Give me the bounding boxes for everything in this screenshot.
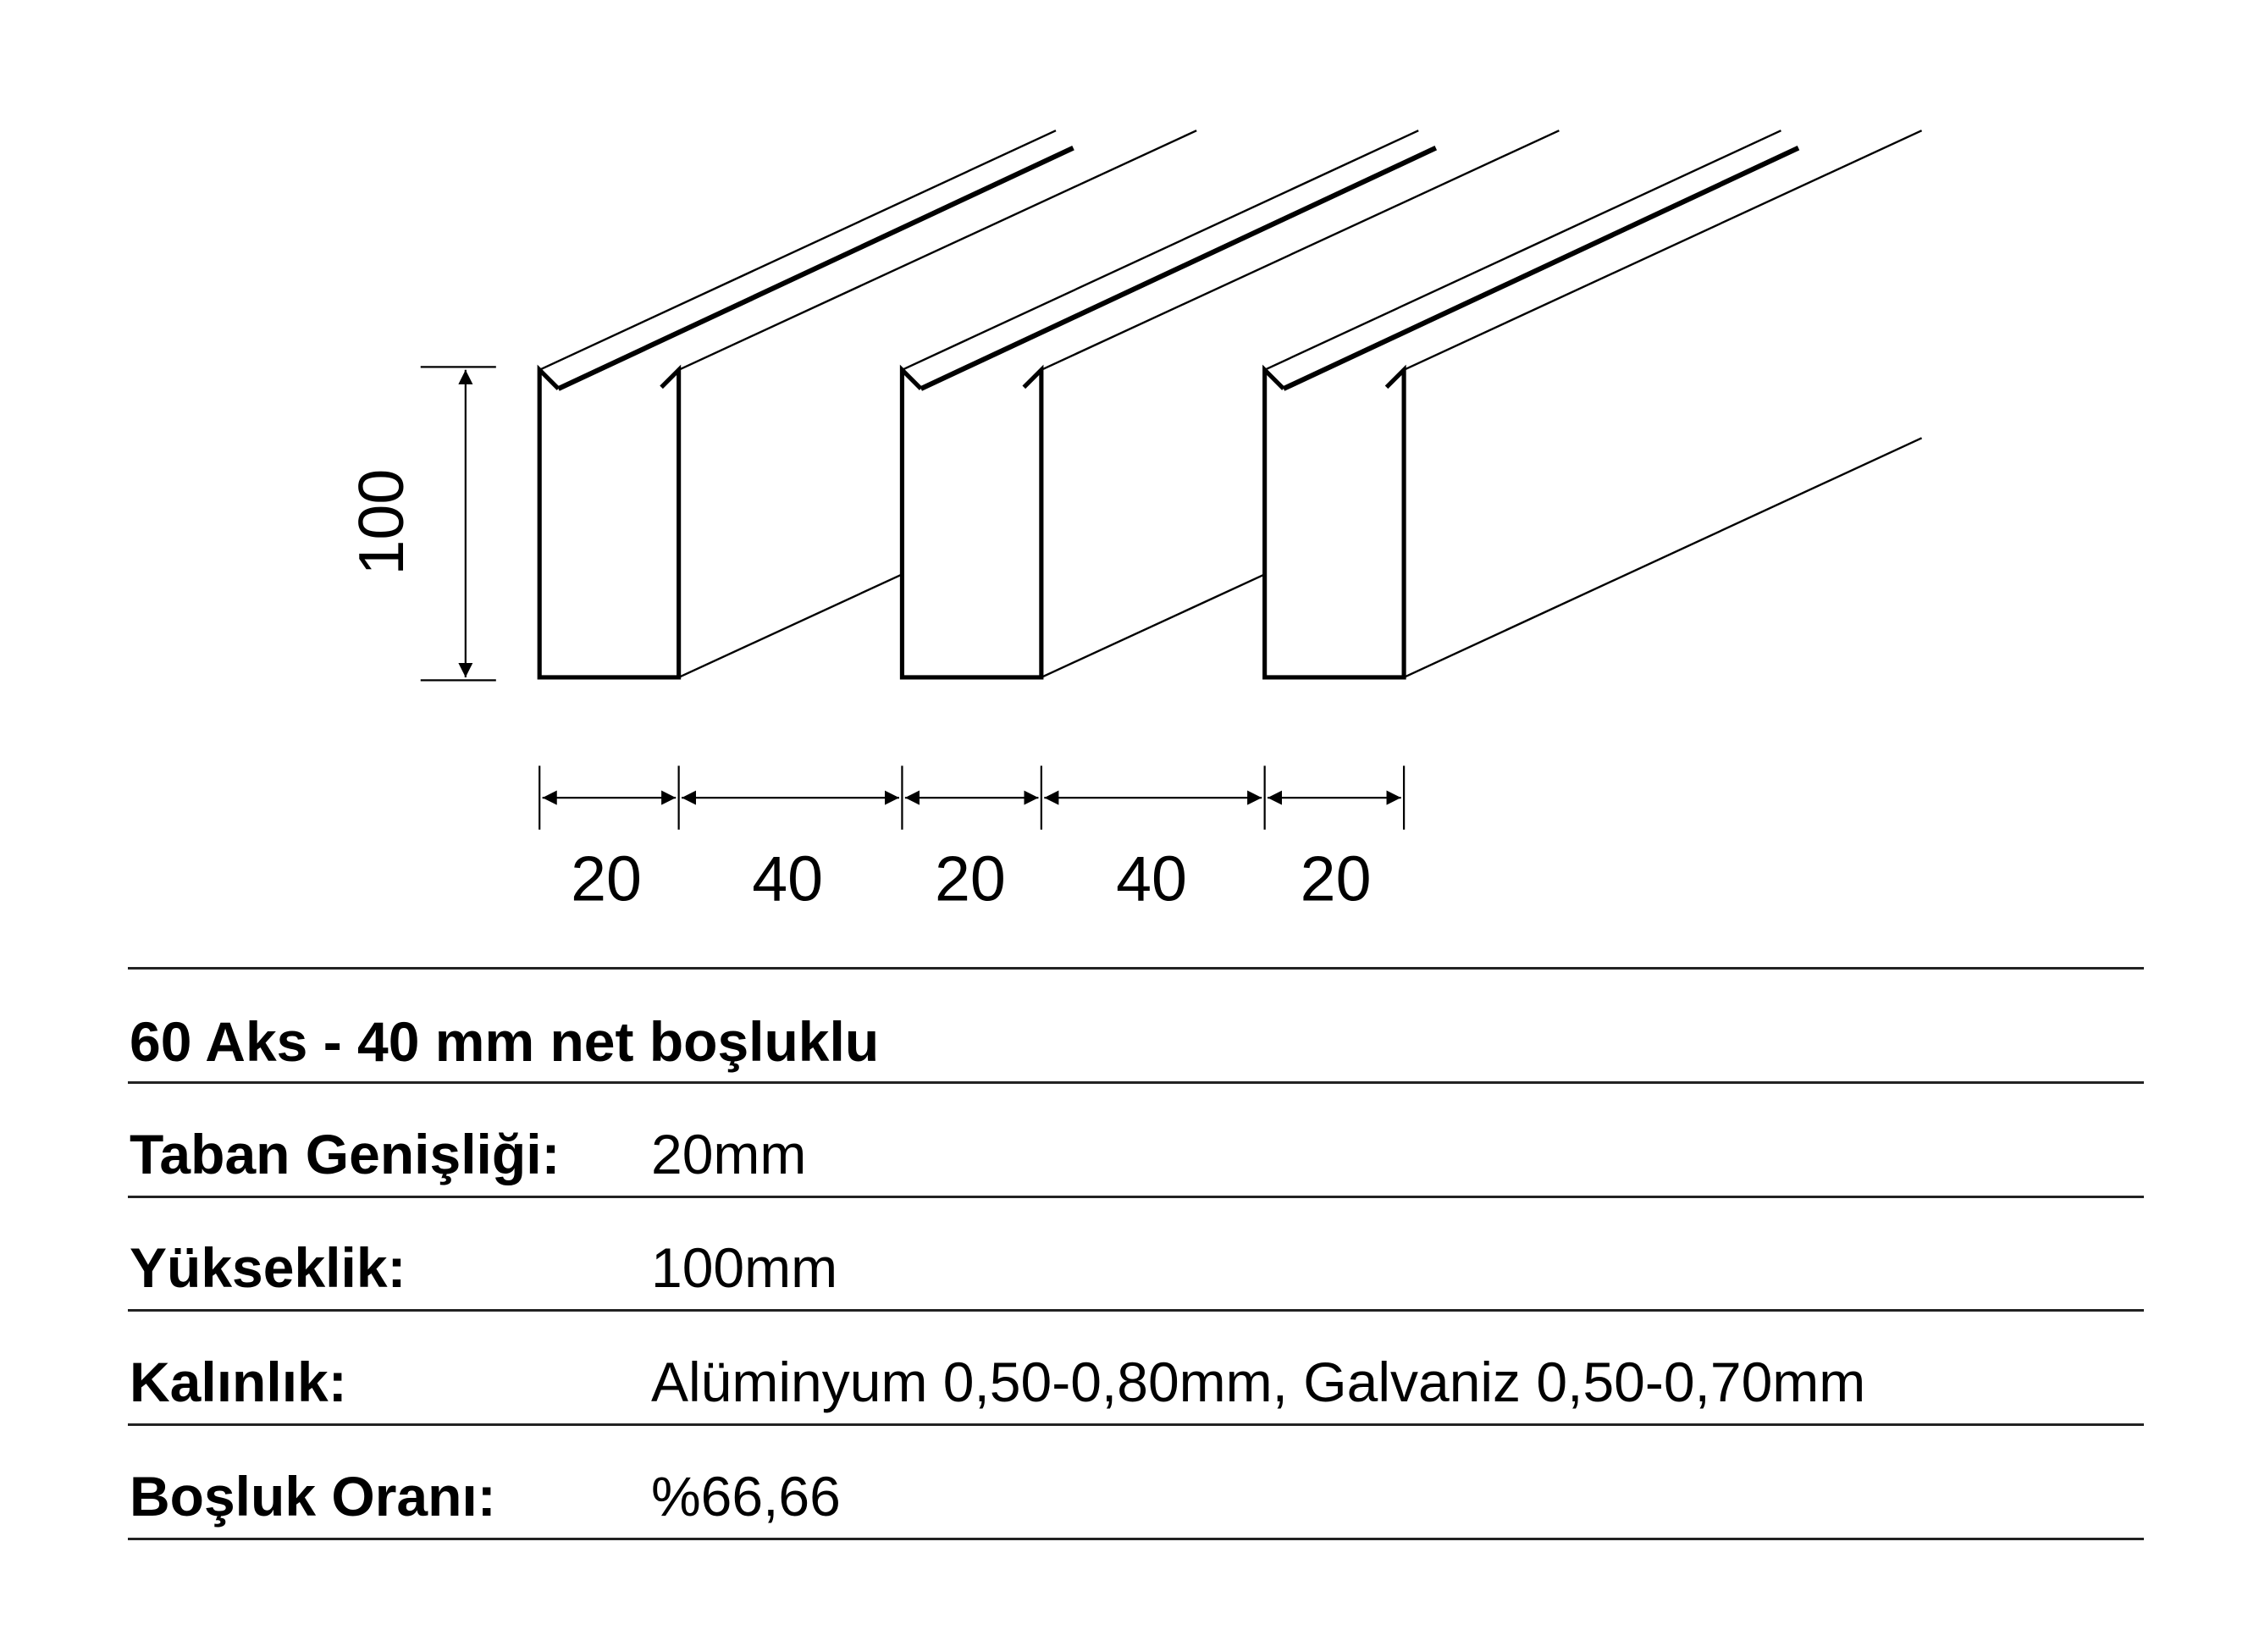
profile-top-edge [539, 130, 1057, 371]
divider [128, 967, 2144, 970]
profile-bottom-edge [678, 573, 903, 679]
width-label: 40 [1116, 843, 1187, 914]
spec-value-base-width: 20mm [651, 1123, 807, 1185]
spec-label-base-width: Taban Genişliği: [130, 1123, 561, 1185]
profile-lip-edge [920, 146, 1438, 391]
profile-outline [537, 364, 682, 680]
spec-label-gap-ratio: Boşluk Oranı: [130, 1465, 496, 1528]
spec-value-thickness: Alüminyum 0,50-0,80mm, Galvaniz 0,50-0,7… [651, 1351, 1866, 1413]
divider [128, 1196, 2144, 1198]
profile-lip-edge [557, 146, 1074, 391]
divider [128, 1309, 2144, 1312]
width-label: 20 [1301, 843, 1372, 914]
profile [537, 130, 1197, 680]
spec-label-height: Yükseklik: [130, 1236, 406, 1299]
profile-back-edge [1041, 130, 1560, 371]
width-label: 20 [935, 843, 1006, 914]
divider [128, 1538, 2144, 1540]
width-label: 20 [571, 843, 642, 914]
divider [128, 1081, 2144, 1084]
width-dimension [539, 765, 1406, 830]
profile-top-edge [901, 130, 1419, 371]
profile-top-edge [1264, 130, 1781, 371]
profile-bottom-edge [1041, 573, 1266, 679]
profile-lip-edge [1282, 146, 1800, 391]
profile-back-edge [678, 130, 1197, 371]
spec-label-thickness: Kalınlık: [130, 1351, 347, 1413]
profile-outline [899, 364, 1044, 680]
spec-title: 60 Aks - 40 mm net boşluklu [130, 1010, 880, 1073]
height-label: 100 [345, 469, 417, 576]
profile-bottom-edge [1403, 437, 1923, 679]
profile-outline [1262, 364, 1406, 680]
spec-value-gap-ratio: %66,66 [651, 1465, 841, 1528]
profile-back-edge [1403, 130, 1923, 371]
divider [128, 1423, 2144, 1426]
profile [1262, 130, 1923, 680]
width-label: 40 [752, 843, 823, 914]
height-dimension [420, 366, 496, 682]
spec-value-height: 100mm [651, 1236, 838, 1299]
profile [899, 130, 1560, 680]
